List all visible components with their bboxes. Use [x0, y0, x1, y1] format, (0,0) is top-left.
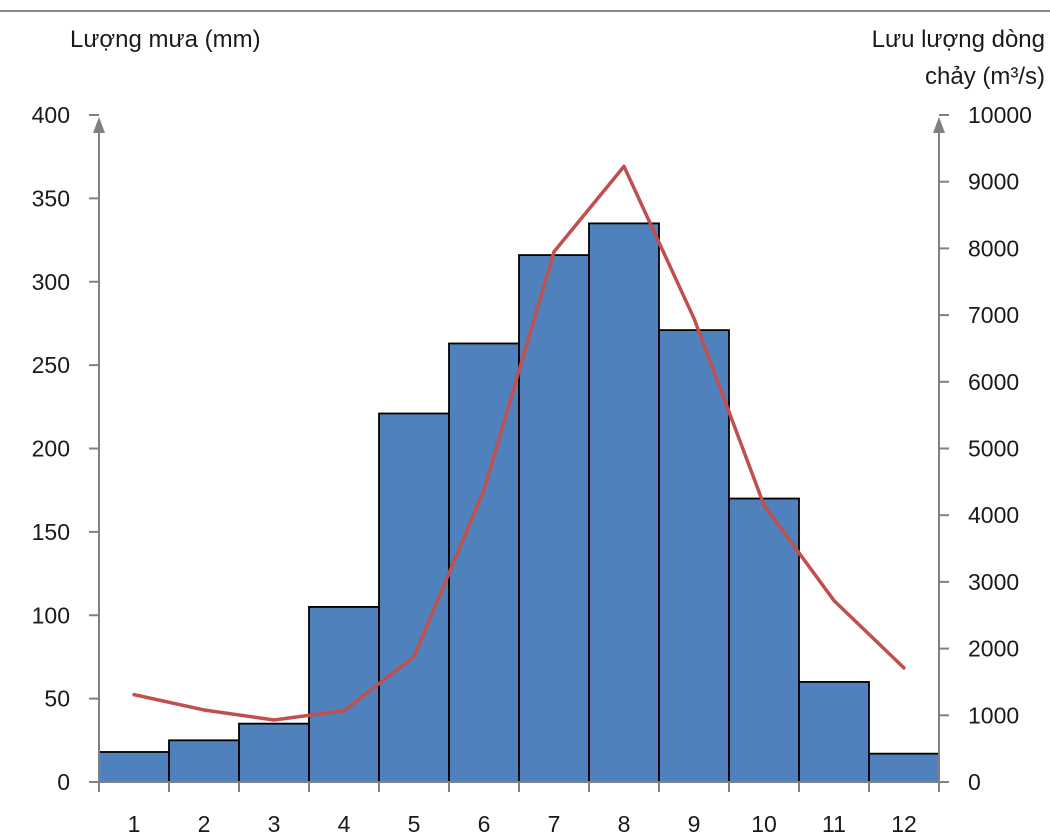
right-tick-label: 10000 — [968, 102, 1032, 128]
bar-month-8 — [588, 222, 660, 783]
discharge-point-2 — [202, 708, 206, 712]
x-tick-label-5: 5 — [408, 811, 421, 834]
x-tick-label-1: 1 — [128, 811, 141, 834]
left-tick-label: 350 — [32, 185, 70, 211]
left-tick-label: 300 — [32, 269, 70, 295]
axes: 0501001502002503003504000100020003000400… — [32, 102, 1032, 837]
x-tick-label-10: 10 — [751, 811, 777, 834]
rainfall-bars — [98, 222, 940, 783]
x-tick-label-9: 9 — [688, 811, 701, 834]
bar-month-12 — [868, 752, 940, 783]
discharge-point-1 — [132, 693, 136, 697]
left-tick-label: 50 — [44, 686, 70, 712]
top-border — [0, 10, 1050, 12]
x-tick-label-3: 3 — [268, 811, 281, 834]
discharge-point-10 — [762, 503, 766, 507]
right-axis-arrow — [933, 117, 945, 133]
left-axis-arrow — [93, 117, 105, 133]
x-tick-label-8: 8 — [618, 811, 631, 834]
x-tick-label-12: 12 — [891, 811, 917, 834]
right-tick-label: 9000 — [968, 169, 1019, 195]
bar-month-1 — [98, 751, 170, 783]
right-tick-label: 4000 — [968, 502, 1019, 528]
left-tick-label: 200 — [32, 436, 70, 462]
discharge-line — [132, 164, 906, 722]
discharge-point-4 — [342, 709, 346, 713]
discharge-polyline — [132, 164, 906, 722]
left-tick-label: 150 — [32, 519, 70, 545]
bar-month-3 — [238, 722, 310, 783]
right-axis-label-line1: Lưu lượng dòng — [872, 26, 1045, 53]
bar-month-2 — [168, 739, 240, 783]
left-tick-label: 400 — [32, 102, 70, 128]
bar-month-11 — [798, 681, 870, 783]
right-tick-label: 5000 — [968, 436, 1019, 462]
discharge-point-9 — [692, 316, 696, 320]
x-tick-label-4: 4 — [338, 811, 351, 834]
x-tick-label-11: 11 — [822, 811, 846, 834]
right-tick-label: 2000 — [968, 636, 1019, 662]
right-tick-label: 7000 — [968, 302, 1019, 328]
discharge-point-5 — [412, 655, 416, 659]
x-tick-label-6: 6 — [478, 811, 491, 834]
x-tick-label-2: 2 — [198, 811, 211, 834]
discharge-point-8 — [622, 164, 626, 168]
left-tick-label: 100 — [32, 602, 70, 628]
discharge-point-6 — [482, 488, 486, 492]
left-tick-label: 250 — [32, 352, 70, 378]
bar-month-10 — [728, 497, 800, 783]
discharge-point-11 — [832, 599, 836, 603]
right-tick-label: 3000 — [968, 569, 1019, 595]
left-axis-label: Lượng mưa (mm) — [70, 26, 261, 53]
left-tick-label: 0 — [57, 769, 70, 795]
x-tick-label-7: 7 — [548, 811, 561, 834]
right-axis-label-line2: chảy (m³/s) — [925, 63, 1045, 90]
right-tick-label: 6000 — [968, 369, 1019, 395]
right-tick-label: 0 — [968, 769, 981, 795]
right-tick-label: 8000 — [968, 235, 1019, 261]
discharge-point-12 — [902, 666, 906, 670]
discharge-point-3 — [272, 718, 276, 722]
bar-month-9 — [658, 329, 730, 783]
bar-month-4 — [308, 606, 380, 783]
labels: Lượng mưa (mm) Lưu lượng dòng chảy (m³/s… — [70, 26, 1045, 90]
right-tick-label: 1000 — [968, 702, 1019, 728]
discharge-point-7 — [552, 250, 556, 254]
